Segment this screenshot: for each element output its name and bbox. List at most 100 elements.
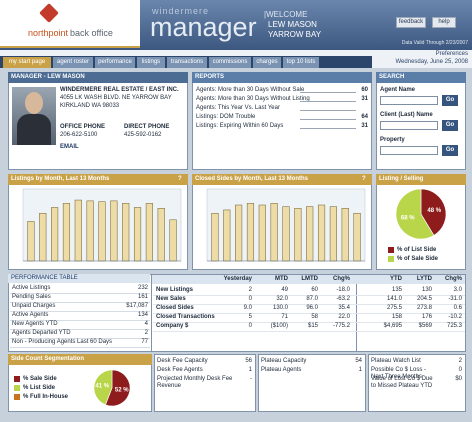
bar xyxy=(211,212,219,262)
help-icon[interactable]: ? xyxy=(362,176,366,182)
report-link[interactable]: Listings: Expiring Within 60 Days xyxy=(196,123,284,129)
report-count: 64 xyxy=(361,114,368,120)
report-link[interactable]: Agents: More than 30 Days Without Listin… xyxy=(196,96,310,102)
search-label: Property xyxy=(380,137,405,143)
info-label: Desk Fee Agents xyxy=(157,367,203,373)
nav-tab[interactable]: charges xyxy=(253,57,281,68)
header-button[interactable]: help xyxy=(432,17,456,28)
search-button[interactable]: Go xyxy=(442,145,458,156)
legend-swatch xyxy=(388,256,394,262)
bar xyxy=(98,201,106,262)
pie-label: 48 % xyxy=(427,208,441,214)
cell: 3.0 xyxy=(453,287,462,293)
column-header: LYTD xyxy=(416,276,432,282)
bar xyxy=(51,207,59,262)
search-input[interactable] xyxy=(380,121,438,130)
cell: 35.4 xyxy=(338,305,350,311)
summary-label: Agents Departed YTD xyxy=(12,330,71,336)
nav-tab[interactable]: commissions xyxy=(209,57,251,68)
column-header: Yesterday xyxy=(223,276,252,282)
info-label: Plateau Capacity xyxy=(261,358,307,364)
current-date: Wednesday, June 25, 2008 xyxy=(395,59,469,65)
chart xyxy=(206,188,366,262)
search-label: Client (Last) Name xyxy=(380,112,433,118)
user-name: LEW MASON xyxy=(268,20,317,29)
report-link[interactable]: Agents: More than 30 Days Without Sale xyxy=(196,87,305,93)
info-label: Plateau Watch List xyxy=(371,358,421,364)
nav-tab[interactable]: listings xyxy=(137,57,165,68)
cell: 9.0 xyxy=(243,305,252,311)
row-divider xyxy=(10,329,150,330)
cell: 158 xyxy=(391,314,402,320)
column-header: Chg% xyxy=(445,276,462,282)
row-divider xyxy=(10,320,150,321)
summary-label: Active Listings xyxy=(12,285,51,291)
summary-value: 232 xyxy=(137,285,148,291)
bar xyxy=(74,199,82,262)
info-label: Projected Monthly Desk Fee Revenue xyxy=(157,376,233,389)
cell: 0 xyxy=(248,296,252,302)
pie-slice xyxy=(93,369,113,406)
cell: 725.3 xyxy=(446,323,462,329)
bar xyxy=(294,208,302,262)
company-name: WINDERMERE REAL ESTATE / EAST INC. xyxy=(60,87,179,93)
panel-title: Side Count Segmentation xyxy=(8,354,152,365)
bar xyxy=(39,212,47,262)
legend-swatch xyxy=(388,247,394,253)
nav-tab[interactable]: top 10 lists xyxy=(283,57,319,68)
cell: 22.0 xyxy=(338,314,350,320)
cell: $569 xyxy=(418,323,432,329)
cell: $4,695 xyxy=(383,323,402,329)
row-label: Company $ xyxy=(156,323,189,329)
panel-title: Listings by Month, Last 13 Months xyxy=(8,174,188,185)
report-divider xyxy=(300,110,356,111)
row-divider xyxy=(10,302,150,303)
report-divider xyxy=(300,119,356,120)
report-link[interactable]: Agents: This Year Vs. Last Year xyxy=(196,105,280,111)
report-count: 60 xyxy=(361,87,368,93)
bar xyxy=(306,206,314,262)
panel-title: PERFORMANCE TABLE xyxy=(8,274,150,283)
report-link[interactable]: Listings: DOM Trouble xyxy=(196,114,256,120)
office-name: YARROW BAY xyxy=(268,30,322,39)
bar xyxy=(282,206,290,262)
row-divider xyxy=(10,293,150,294)
info-label: Possible Co $ Loss - Next Three Months xyxy=(371,367,427,380)
email-label[interactable]: EMAIL xyxy=(60,144,79,150)
cell: 58 xyxy=(311,314,318,320)
report-count: 31 xyxy=(361,123,368,129)
cell: 71 xyxy=(281,314,288,320)
row-label: New Listings xyxy=(156,287,194,293)
legend-label: % of Sale Side xyxy=(397,256,439,262)
help-icon[interactable]: ? xyxy=(178,176,182,182)
nav-tab[interactable]: transactions xyxy=(167,57,207,68)
search-input[interactable] xyxy=(380,146,438,155)
summary-label: Active Agents xyxy=(12,312,49,318)
cell: 135 xyxy=(391,287,402,293)
search-button[interactable]: Go xyxy=(442,120,458,131)
info-box xyxy=(258,354,366,412)
chart: 52 % 41 % xyxy=(93,369,131,407)
search-input[interactable] xyxy=(380,96,438,105)
cell: 0 xyxy=(248,323,252,329)
row-divider xyxy=(153,295,465,296)
preferences-link[interactable]: Preferences xyxy=(435,51,468,57)
cell: 204.5 xyxy=(416,296,432,302)
cell: 49 xyxy=(281,287,288,293)
nav-tab[interactable]: performance xyxy=(95,57,135,68)
cell: 273.8 xyxy=(416,305,432,311)
nav-tab[interactable]: my start page xyxy=(3,57,51,68)
search-button[interactable]: Go xyxy=(442,95,458,106)
cell: 2 xyxy=(248,287,252,293)
chart xyxy=(22,188,182,262)
nav-tab[interactable]: agent roster xyxy=(53,57,93,68)
bar xyxy=(145,203,153,262)
panel-title: Closed Sides by Month, Last 13 Months xyxy=(192,174,372,185)
bar xyxy=(110,200,118,262)
bar xyxy=(122,203,130,262)
chart: 48 % 68 % xyxy=(395,188,447,240)
header-button[interactable]: feedback xyxy=(396,17,426,28)
table-divider xyxy=(151,275,152,351)
column-header: Chg% xyxy=(333,276,350,282)
